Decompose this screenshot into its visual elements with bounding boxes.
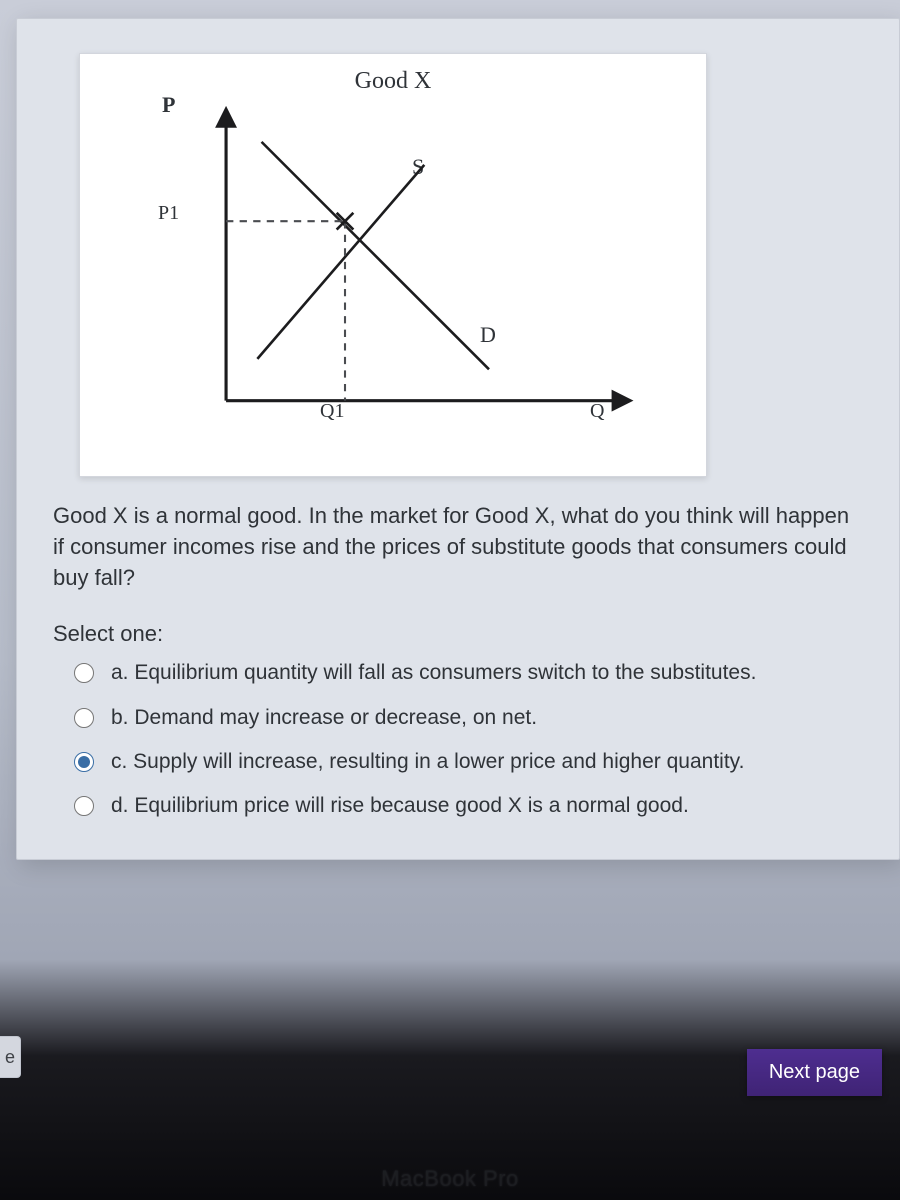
option-d-label: d. Equilibrium price will rise because g…	[111, 792, 689, 820]
options-group: a. Equilibrium quantity will fall as con…	[69, 659, 863, 820]
option-d-radio[interactable]	[74, 796, 94, 816]
supply-demand-graph: Good X P P1 Q1 Q S D	[79, 53, 707, 477]
option-b-label: b. Demand may increase or decrease, on n…	[111, 704, 537, 732]
option-c[interactable]: c. Supply will increase, resulting in a …	[69, 748, 863, 776]
graph-svg	[80, 54, 706, 476]
select-one-label: Select one:	[53, 621, 863, 647]
option-a-label: a. Equilibrium quantity will fall as con…	[111, 659, 756, 687]
option-a[interactable]: a. Equilibrium quantity will fall as con…	[69, 659, 863, 687]
demand-curve	[262, 142, 489, 369]
next-page-button[interactable]: Next page	[747, 1049, 882, 1096]
option-c-radio[interactable]	[74, 752, 94, 772]
option-a-radio[interactable]	[74, 663, 94, 683]
laptop-label: MacBook Pro	[0, 1166, 900, 1192]
option-d[interactable]: d. Equilibrium price will rise because g…	[69, 792, 863, 820]
supply-curve	[257, 165, 424, 359]
option-b[interactable]: b. Demand may increase or decrease, on n…	[69, 704, 863, 732]
option-c-label: c. Supply will increase, resulting in a …	[111, 748, 744, 776]
question-card: Good X P P1 Q1 Q S D	[16, 18, 900, 860]
question-text: Good X is a normal good. In the market f…	[53, 501, 863, 593]
sidebar-tag[interactable]: e	[0, 1036, 21, 1078]
option-b-radio[interactable]	[74, 708, 94, 728]
